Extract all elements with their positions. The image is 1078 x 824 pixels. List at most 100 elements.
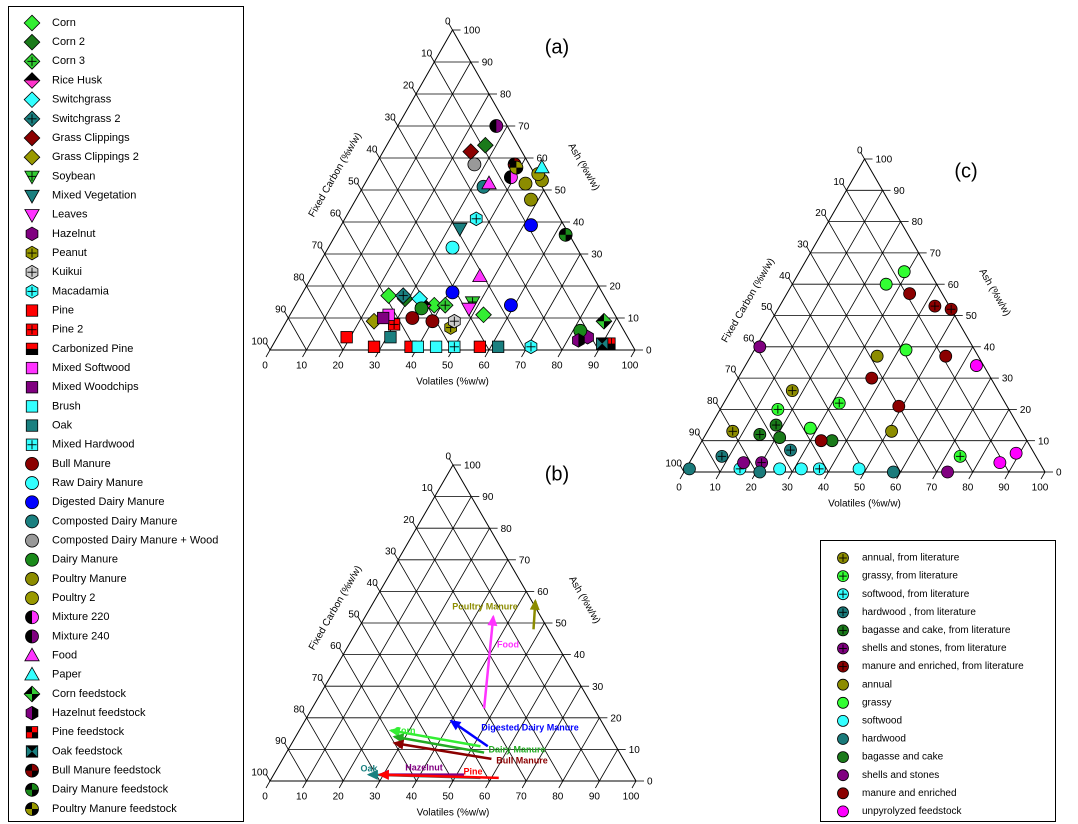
legend-label: Macadamia [52,285,110,297]
grid-line [433,61,599,351]
marker-shape [837,552,849,564]
marker-shape [24,91,40,108]
grid-line [791,252,919,473]
legend-label: Poultry 2 [52,592,95,604]
legend-label: Mixture 220 [52,611,109,623]
bottom-tick-label: 100 [1032,483,1049,494]
marker-shape [492,341,504,353]
marker-shape [24,190,40,204]
data-point [492,340,505,353]
legend-marker [23,33,41,51]
tick-mark [302,278,307,287]
legend-label: annual, from literature [862,553,960,564]
marker-shape [837,660,849,673]
bottom-tick-label: 100 [622,361,639,372]
marker-shape [32,706,38,720]
marker-shape [452,223,467,236]
left-tick-label: 30 [385,546,397,557]
data-point [445,240,460,255]
marker-shape [475,306,492,324]
marker-shape [941,465,954,479]
marker-shape [23,14,41,32]
left-tick-label: 20 [403,81,415,92]
right-tick-label: 30 [591,250,603,261]
bottom-tick-label: 40 [405,361,417,372]
marker-shape [26,348,38,355]
legend-label: Poultry Manure feedstock [52,803,177,815]
right-axis-title: Ash (%w/w) [977,267,1013,318]
marker-shape [448,313,461,329]
grid-line [562,717,600,782]
marker-shape [853,462,866,475]
legend-marker [25,514,39,529]
legend-marker [25,802,39,816]
right-tick-label: 40 [573,218,585,229]
right-tick-label: 60 [537,154,549,165]
tick-mark [787,471,793,480]
marker-shape [461,302,477,317]
legend-label: Grass Clippings 2 [52,151,139,163]
legend-label: Leaves [52,209,88,221]
arrow-label: Digested Dairy Manure [481,722,579,732]
marker-shape [24,209,40,223]
legend-label: grassy, from literature [862,571,958,582]
tick-mark [558,780,564,789]
legend-label: unpyrolyzed feedstock [862,806,963,817]
left-tick-label: 70 [312,241,324,252]
marker-shape [24,209,40,223]
data-point [445,285,460,300]
marker-shape [24,647,40,662]
legend-marker [25,361,39,375]
left-tick-label: 100 [665,459,682,470]
tick-mark [715,402,721,410]
right-tick-label: 10 [628,314,640,325]
left-tick-label: 40 [367,578,379,589]
marker-shape [993,456,1007,470]
tick-mark [302,349,307,358]
tick-mark [630,349,636,358]
tick-mark [412,780,417,789]
legend-label: Bull Manure [52,458,111,470]
marker-shape [26,381,38,393]
legend-label: Pine [52,304,74,316]
marker-shape [481,175,497,190]
marker-shape [837,805,849,818]
tick-mark [430,489,436,497]
left-tick-label: 50 [348,610,360,621]
legend-marker [837,751,849,763]
data-point [784,443,797,457]
legend-label: Composted Dairy Manure + Wood [52,534,218,546]
marker-shape [474,341,486,353]
arrow-line [394,741,492,761]
data-point [852,462,866,476]
legend-label: softwood, from literature [862,589,970,600]
marker-shape [795,462,808,475]
marker-shape [803,421,817,435]
tick-mark [485,780,490,789]
left-tick-label: 90 [689,427,701,438]
legend-marker [25,726,39,739]
data-point [953,449,967,463]
arrow-label: Dairy Manure [488,744,545,754]
arrow-head [449,719,462,731]
left-axis-title: Fixed Carbon (%w/w) [307,564,364,652]
left-tick-label: 0 [445,452,451,463]
data-point [993,456,1007,470]
tick-mark [302,710,307,718]
marker-shape [558,227,573,242]
grid-line [936,377,992,473]
arrow-line [482,616,495,709]
marker-shape [900,343,913,356]
marker-shape [812,462,826,476]
arrow-line [379,773,499,780]
bottom-tick-label: 20 [746,483,758,494]
tick-mark [338,214,344,223]
marker-shape [25,476,39,490]
data-point [832,396,846,410]
legend-marker [25,782,39,797]
data-point [509,160,524,175]
legend-marker [23,148,41,166]
marker-shape [504,170,511,184]
marker-shape [25,533,39,548]
legend-marker [24,209,40,223]
